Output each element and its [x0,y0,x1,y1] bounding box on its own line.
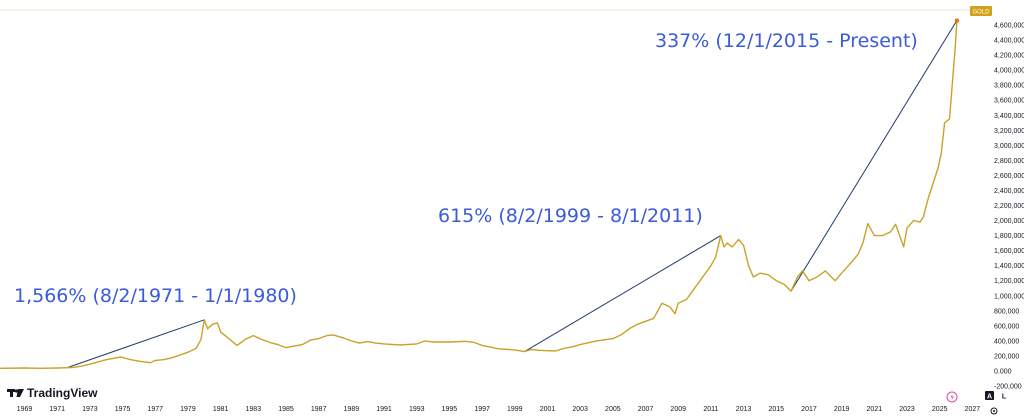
y-tick-label: 2,800,000 [994,158,1024,165]
y-tick-label: 4,200,000 [994,53,1024,60]
tradingview-logo[interactable]: TradingView [7,386,98,400]
y-tick-label: 4,000,000 [994,68,1024,75]
x-tick-label: 1983 [246,406,262,413]
auto-scale-bg [985,391,994,400]
symbol-badge[interactable]: GOLD [970,6,992,16]
trend-line-1[interactable] [66,319,205,369]
x-tick-label: 2019 [834,406,850,413]
lightning-icon [946,391,958,403]
y-tick-label: 3,800,000 [994,83,1024,90]
x-tick-label: 2011 [703,406,718,413]
x-tick-label: 1995 [442,406,458,413]
x-tick-label: 1973 [82,406,98,413]
trend-lines [66,20,958,369]
last-price-point[interactable] [954,18,960,23]
y-tick-label: 4,400,000 [994,38,1024,45]
log-scale-button[interactable]: L [1002,394,1007,401]
y-tick-label: 2,200,000 [994,203,1024,210]
lightning-button[interactable] [946,391,958,403]
y-tick-label: 4,600,000 [994,23,1024,30]
x-tick-label: 2005 [605,406,621,413]
x-tick-label: 2003 [572,406,588,413]
x-tick-label: 1991 [376,406,392,413]
x-tick-label: 1985 [278,406,294,413]
x-tick-label: 2025 [932,406,948,413]
y-tick-label: 3,000,000 [994,143,1024,150]
x-axis[interactable]: 1969 1971 1973 1975 1977 1979 1981 1983 1985 1987… [17,406,981,413]
tradingview-logo-icon [7,389,24,397]
y-tick-label: 3,400,000 [994,113,1024,120]
x-tick-label: 1993 [409,406,425,413]
x-tick-label: 1975 [115,406,131,413]
x-tick-label: 2027 [965,406,981,413]
x-tick-label: 2017 [801,406,817,413]
x-tick-label: 1999 [507,406,523,413]
auto-scale-label: A [987,394,992,401]
y-tick-label: 1,400,000 [994,263,1024,270]
x-tick-label: 2007 [638,406,654,413]
annotation-1971-1980: 1,566% (8/2/1971 - 1/1/1980) [14,285,297,307]
x-tick-label: 2001 [540,406,556,413]
y-tick-label: 600,000 [994,323,1019,330]
y-tick-label: 1,600,000 [994,248,1024,255]
x-tick-label: 2023 [899,406,915,413]
x-tick-label: 2015 [768,406,784,413]
symbol-badge-label: GOLD [972,10,990,16]
x-tick-label: 2009 [670,406,686,413]
price-series [0,18,960,369]
x-tick-label: 1997 [474,406,490,413]
tradingview-wordmark: TradingView [27,386,98,400]
y-tick-label: 2,600,000 [994,173,1024,180]
auto-scale-button[interactable]: A [985,391,994,401]
y-axis[interactable]: -200,000 0.000 200,000 400,000 600,000 800,00… [994,23,1024,391]
symbol-badge-bg [970,6,992,16]
x-tick-label: 1977 [147,406,163,413]
y-tick-label: 0.000 [994,368,1012,375]
y-tick-label: 3,200,000 [994,128,1024,135]
y-tick-label: 800,000 [994,308,1019,315]
x-tick-label: 1989 [344,406,360,413]
y-tick-label: 200,000 [994,353,1019,360]
trend-line-3[interactable] [790,20,958,292]
trend-line-2[interactable] [524,235,721,352]
y-tick-label: 3,600,000 [994,98,1024,105]
y-tick-label: -200,000 [994,384,1022,391]
annotation-2015-present: 337% (12/1/2015 - Present) [655,30,918,52]
gold-price-line[interactable] [0,20,958,369]
settings-button[interactable] [990,407,998,415]
y-tick-label: 2,400,000 [994,188,1024,195]
x-tick-label: 2013 [736,406,752,413]
x-tick-label: 1981 [213,406,229,413]
y-tick-label: 1,800,000 [994,233,1024,240]
annotation-1999-2011: 615% (8/2/1999 - 8/1/2011) [438,205,703,227]
x-tick-label: 1971 [49,406,65,413]
annotations: 1,566% (8/2/1971 - 1/1/1980) 615% (8/2/1… [14,30,918,307]
y-tick-label: 1,000,000 [994,293,1024,300]
y-tick-label: 1,200,000 [994,278,1024,285]
y-tick-label: 2,000,000 [994,218,1024,225]
gear-icon [990,407,998,415]
y-tick-label: 400,000 [994,338,1019,345]
x-tick-label: 1987 [311,406,327,413]
x-tick-label: 2021 [867,406,883,413]
x-tick-label: 1979 [180,406,196,413]
x-tick-label: 1969 [17,406,33,413]
